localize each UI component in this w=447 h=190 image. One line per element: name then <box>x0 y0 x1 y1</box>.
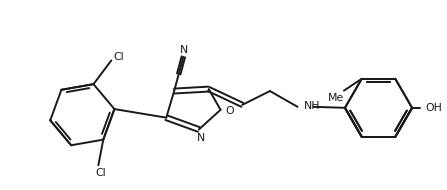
Text: N: N <box>197 133 205 143</box>
Text: NH: NH <box>304 101 320 111</box>
Text: Me: Me <box>328 93 344 103</box>
Text: Cl: Cl <box>114 51 124 62</box>
Text: OH: OH <box>425 103 442 113</box>
Text: O: O <box>225 106 234 116</box>
Text: N: N <box>180 45 189 55</box>
Text: Cl: Cl <box>95 168 105 178</box>
